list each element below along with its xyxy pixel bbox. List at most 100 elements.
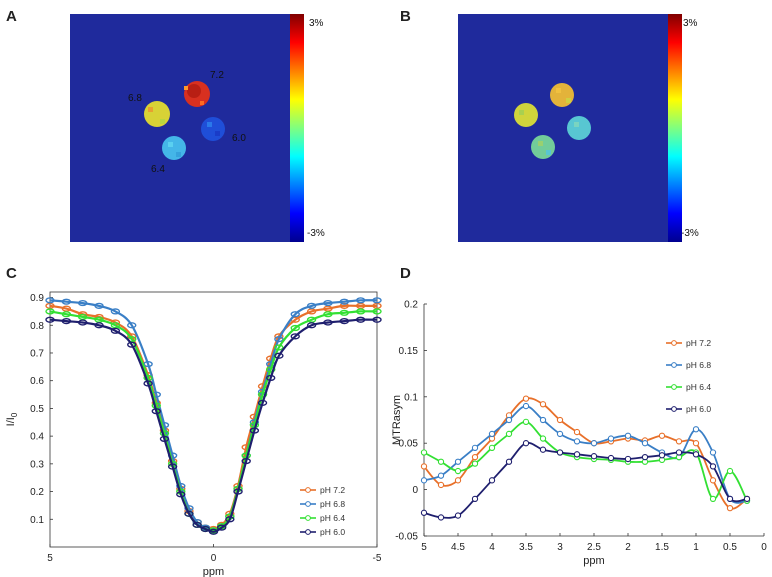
- legend-label: pH 7.2: [320, 485, 345, 495]
- data-point: [522, 418, 530, 426]
- data-point: [323, 319, 333, 326]
- data-point: [675, 449, 683, 456]
- data-point: [184, 510, 194, 517]
- data-point: [110, 327, 121, 334]
- data-point: [692, 426, 700, 433]
- x-axis-label: ppm: [583, 555, 604, 567]
- y-tick-label: 0.8: [30, 321, 44, 332]
- y-tick-label: -0.05: [395, 532, 418, 543]
- x-tick-label: -5: [373, 553, 382, 564]
- data-point: [437, 458, 445, 465]
- data-point: [233, 488, 243, 495]
- legend-marker: [305, 501, 311, 507]
- x-tick-label: 2.5: [587, 542, 601, 553]
- data-point: [590, 440, 598, 447]
- data-point: [556, 430, 564, 438]
- phantom-b-left: [514, 103, 538, 127]
- data-point: [454, 477, 462, 484]
- panel-b-label: B: [400, 8, 411, 25]
- legend-marker: [671, 406, 677, 412]
- series-ph-7-2: [45, 302, 382, 533]
- panel-label: C: [6, 265, 17, 282]
- data-point: [641, 453, 649, 461]
- data-point: [167, 463, 178, 470]
- data-point: [94, 316, 104, 323]
- data-point: [692, 451, 700, 458]
- series-line: [49, 299, 378, 532]
- data-point: [372, 308, 382, 315]
- data-point: [176, 491, 186, 498]
- data-point: [266, 374, 276, 382]
- y-tick-label: 0.9: [30, 293, 44, 304]
- panel-b-background: [458, 14, 668, 242]
- series-ph-6-8: [420, 402, 751, 504]
- data-point: [437, 472, 445, 479]
- data-point: [641, 440, 649, 447]
- phantom-7-2: [184, 81, 210, 107]
- data-point: [45, 302, 55, 309]
- data-point: [208, 528, 219, 535]
- data-point: [505, 416, 513, 424]
- data-point: [249, 427, 260, 434]
- x-tick-label: 0: [211, 553, 217, 564]
- data-point: [355, 297, 366, 304]
- chart-c: C 0.1 0.2 0.3 0.4 0.5 0.6 0.7 0.8 0.9 5 0 -5 ppm I/I0 p…: [5, 265, 382, 577]
- data-point: [454, 458, 462, 465]
- label-6-8: 6.8: [128, 93, 142, 104]
- y-tick-label: 0.5: [30, 404, 44, 415]
- phantom-6-0: [201, 117, 225, 141]
- data-point: [437, 481, 445, 489]
- data-point: [624, 432, 632, 439]
- data-point: [241, 457, 251, 465]
- phantom-b-right: [567, 116, 591, 140]
- panel-b-colorbar-min: -3%: [681, 228, 699, 239]
- x-tick-label: 3: [557, 542, 563, 553]
- data-point: [522, 395, 530, 402]
- data-point: [372, 316, 382, 323]
- data-point: [573, 438, 581, 445]
- data-point: [709, 495, 717, 503]
- data-point: [420, 463, 428, 470]
- x-tick-label: 4: [489, 542, 495, 553]
- data-point: [159, 435, 170, 443]
- data-point: [454, 512, 462, 519]
- panel-a-background: [70, 14, 290, 242]
- data-point: [127, 341, 137, 348]
- x-axis-label: ppm: [203, 566, 224, 577]
- data-point: [94, 322, 104, 329]
- data-point: [692, 440, 700, 447]
- data-point: [61, 311, 72, 318]
- data-point: [420, 477, 428, 484]
- data-point: [556, 449, 564, 456]
- data-point: [454, 467, 462, 475]
- y-tick-label: 0.3: [30, 459, 44, 470]
- data-point: [607, 435, 615, 442]
- legend-label: pH 6.8: [320, 499, 345, 509]
- series-ph-6-4: [45, 308, 382, 534]
- data-point: [539, 401, 547, 408]
- legend: pH 7.2 pH 6.8 pH 6.4 pH 6.0: [300, 485, 345, 537]
- legend-label: pH 6.0: [320, 527, 345, 537]
- panel-b-map: B 3% -3%: [400, 8, 699, 242]
- data-point: [488, 477, 496, 484]
- phantom-b-top-right: [550, 83, 574, 107]
- data-point: [709, 463, 717, 470]
- data-point: [306, 302, 317, 309]
- data-point: [590, 453, 598, 460]
- data-point: [61, 305, 72, 312]
- data-point: [184, 505, 194, 512]
- legend-marker: [305, 487, 311, 493]
- data-point: [709, 477, 717, 484]
- legend: pH 7.2 pH 6.8 pH 6.4 pH 6.0: [666, 338, 711, 414]
- data-point: [192, 521, 202, 528]
- panel-a-colorbar-min: -3%: [307, 228, 325, 239]
- data-point: [45, 308, 55, 315]
- x-tick-label: 0: [761, 542, 767, 553]
- panel-a-label: A: [6, 8, 17, 25]
- data-point: [274, 352, 284, 359]
- data-point: [488, 430, 496, 438]
- panel-a-map: A 7.2 6.8 6.4 6.0 3% -3%: [6, 8, 325, 242]
- data-point: [355, 316, 366, 323]
- series-ph-6-0: [420, 440, 751, 521]
- series-ph-6-8: [45, 297, 382, 534]
